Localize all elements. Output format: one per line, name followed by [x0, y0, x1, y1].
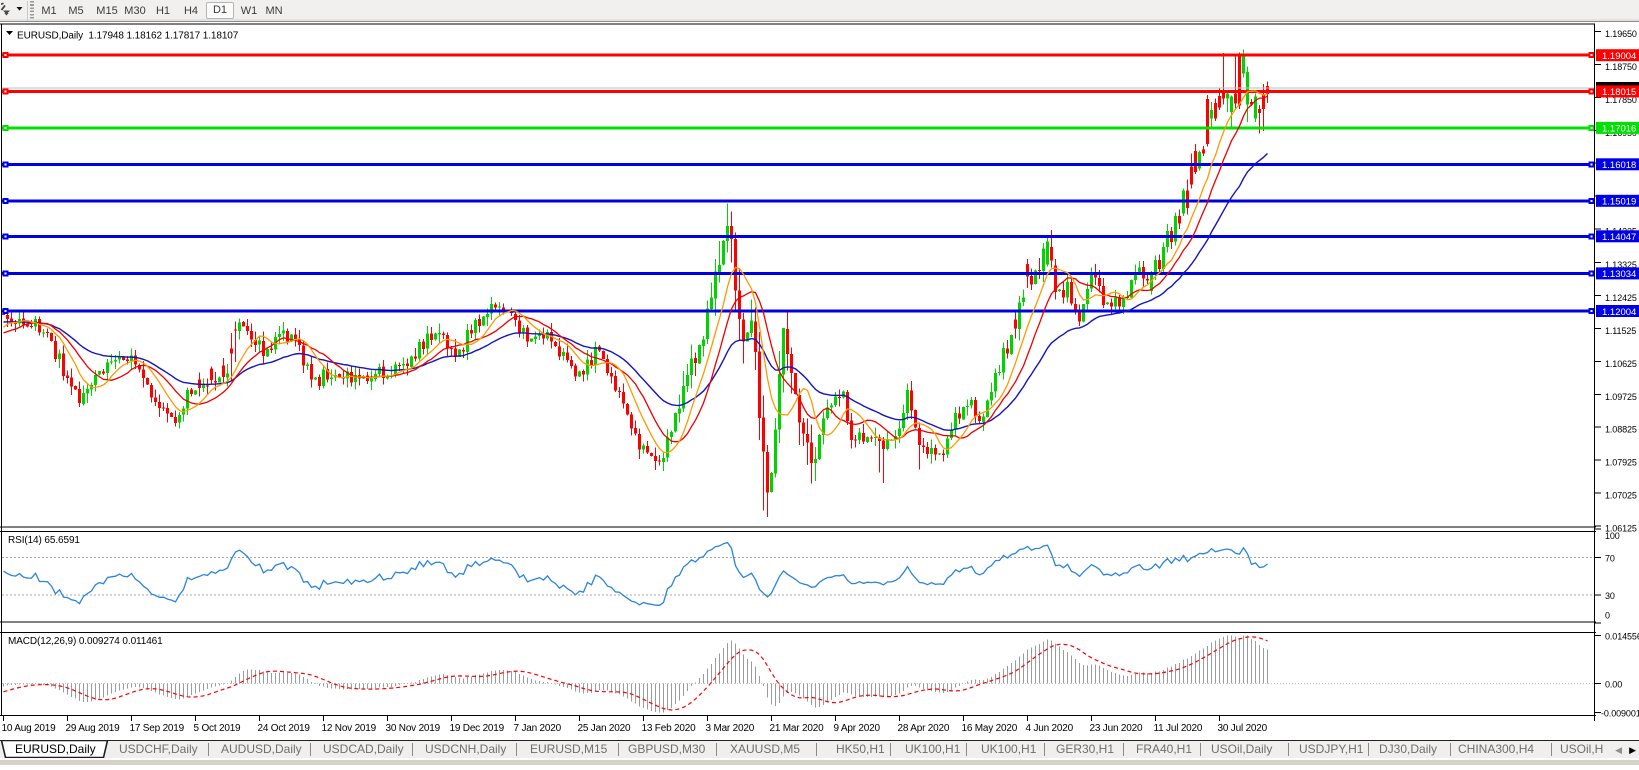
- svg-text:7 Jan 2020: 7 Jan 2020: [514, 723, 562, 734]
- svg-text:1.08825: 1.08825: [1605, 425, 1637, 435]
- svg-text:1.11525: 1.11525: [1605, 326, 1636, 336]
- svg-text:1.10625: 1.10625: [1605, 359, 1637, 369]
- svg-text:17 Sep 2019: 17 Sep 2019: [130, 723, 185, 734]
- svg-text:30 Nov 2019: 30 Nov 2019: [386, 723, 441, 734]
- svg-text:1.12425: 1.12425: [1605, 293, 1637, 303]
- svg-text:1.06125: 1.06125: [1605, 523, 1637, 533]
- svg-text:MACD(12,26,9) 0.009274 0.01146: MACD(12,26,9) 0.009274 0.011461: [8, 636, 163, 647]
- svg-text:25 Jan 2020: 25 Jan 2020: [578, 723, 631, 734]
- svg-text:9 Apr 2020: 9 Apr 2020: [834, 723, 881, 734]
- svg-text:1.19004: 1.19004: [1602, 51, 1636, 62]
- svg-text:13 Feb 2020: 13 Feb 2020: [642, 723, 697, 734]
- svg-text:23 Jun 2020: 23 Jun 2020: [1090, 723, 1143, 734]
- svg-text:1.18015: 1.18015: [1602, 87, 1636, 98]
- svg-text:1.07025: 1.07025: [1605, 490, 1637, 500]
- svg-text:19 Dec 2019: 19 Dec 2019: [450, 723, 505, 734]
- svg-text:100: 100: [1605, 531, 1620, 541]
- svg-text:21 Mar 2020: 21 Mar 2020: [770, 723, 825, 734]
- svg-text:16 May 2020: 16 May 2020: [962, 723, 1018, 734]
- svg-text:1.19650: 1.19650: [1605, 29, 1637, 39]
- svg-text:12 Nov 2019: 12 Nov 2019: [322, 723, 377, 734]
- svg-text:1.07925: 1.07925: [1605, 458, 1637, 468]
- svg-text:4 Jun 2020: 4 Jun 2020: [1026, 723, 1074, 734]
- svg-text:1.12004: 1.12004: [1602, 307, 1636, 318]
- svg-text:3 Mar 2020: 3 Mar 2020: [706, 723, 755, 734]
- svg-text:70: 70: [1605, 553, 1615, 563]
- svg-text:24 Oct 2019: 24 Oct 2019: [258, 723, 311, 734]
- svg-text:1.13325: 1.13325: [1605, 260, 1637, 270]
- svg-text:1.14047: 1.14047: [1602, 232, 1636, 243]
- svg-text:RSI(14) 65.6591: RSI(14) 65.6591: [8, 535, 80, 546]
- svg-text:1.15019: 1.15019: [1602, 197, 1636, 208]
- svg-text:EURUSD,Daily 1.17948 1.18162: EURUSD,Daily 1.17948 1.18162 1.17817 1.1…: [17, 31, 239, 42]
- svg-text:30: 30: [1605, 591, 1615, 601]
- svg-text:0: 0: [1605, 611, 1610, 621]
- svg-text:1.18750: 1.18750: [1605, 62, 1637, 72]
- svg-text:0.00: 0.00: [1605, 680, 1622, 690]
- svg-text:29 Aug 2019: 29 Aug 2019: [66, 723, 121, 734]
- svg-text:1.13034: 1.13034: [1602, 269, 1636, 280]
- svg-text:1.17850: 1.17850: [1605, 95, 1637, 105]
- svg-text:-0.009001: -0.009001: [1601, 709, 1639, 719]
- svg-text:30 Jul 2020: 30 Jul 2020: [1218, 723, 1268, 734]
- svg-text:1.17016: 1.17016: [1602, 124, 1636, 135]
- svg-text:1.09725: 1.09725: [1605, 392, 1637, 402]
- svg-text:1.16018: 1.16018: [1602, 160, 1636, 171]
- svg-text:11 Jul 2020: 11 Jul 2020: [1154, 723, 1203, 734]
- svg-text:10 Aug 2019: 10 Aug 2019: [2, 723, 57, 734]
- svg-text:28 Apr 2020: 28 Apr 2020: [898, 723, 950, 734]
- svg-text:0.014556: 0.014556: [1605, 632, 1639, 642]
- svg-text:5 Oct 2019: 5 Oct 2019: [194, 723, 242, 734]
